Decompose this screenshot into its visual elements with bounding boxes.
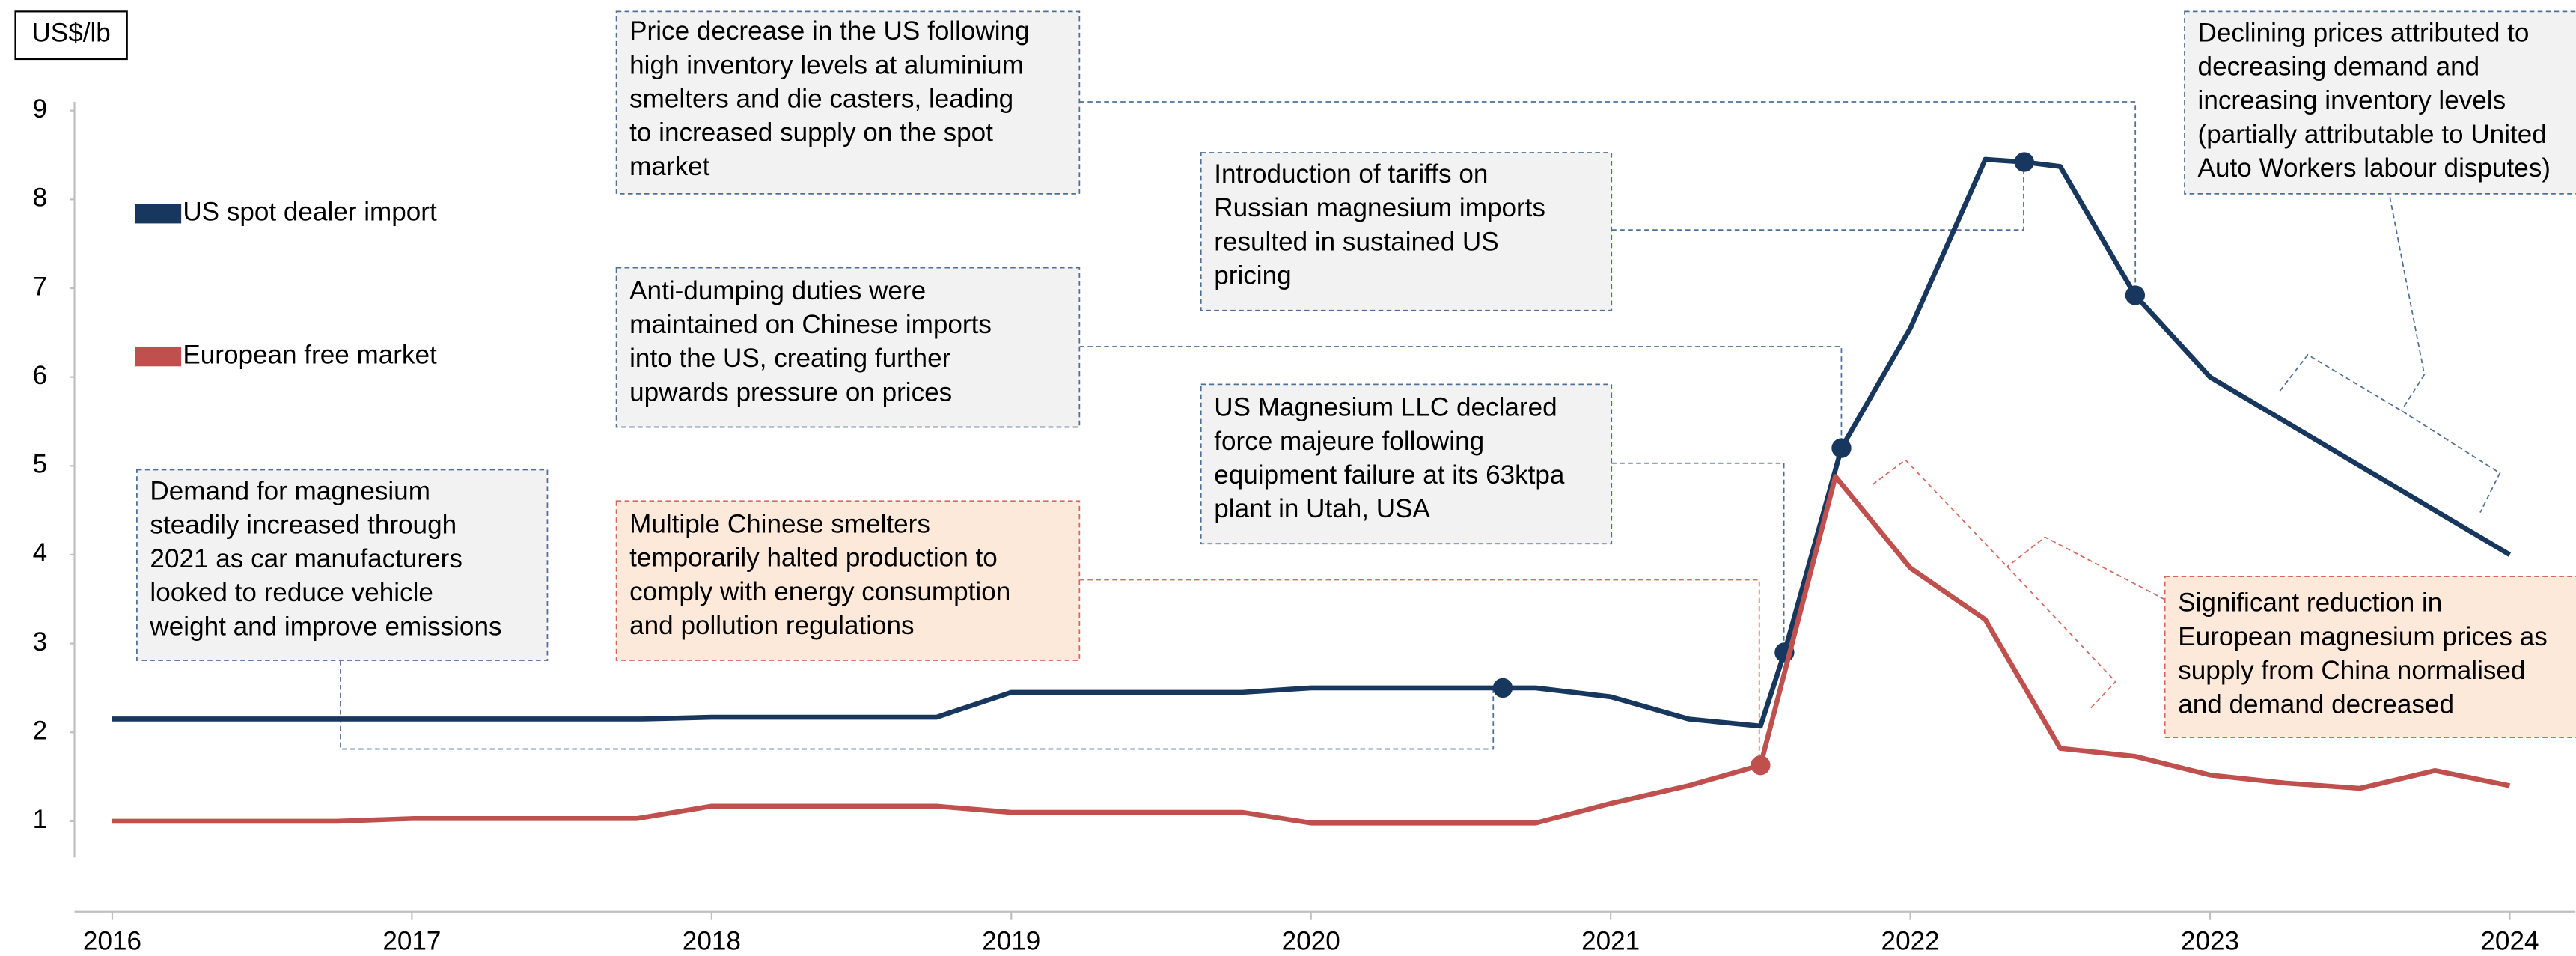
annotation-text: comply with energy consumption (629, 577, 1010, 606)
annotation-text: decreasing demand and (2198, 52, 2480, 82)
x-tick-label: 2016 (83, 927, 141, 956)
annotation-text: US Magnesium LLC declared (1214, 393, 1557, 422)
annotation-box (2184, 10, 2576, 195)
annotation-text: weight and improve emissions (149, 612, 501, 641)
annotation-text: (partially attributable to United (2198, 120, 2547, 149)
data-marker (1831, 438, 1852, 458)
y-tick-label: 3 (33, 627, 48, 657)
annotation-text: Declining prices attributed to (2198, 18, 2530, 47)
data-marker (1492, 678, 1513, 698)
annotation-text: Anti-dumping duties were (629, 276, 926, 305)
connector (1611, 462, 1785, 653)
connector (1079, 101, 2137, 296)
legend-label: US spot dealer import (183, 198, 437, 227)
annotation-text: Introduction of tariffs on (1214, 159, 1488, 189)
annotation-box (615, 267, 1081, 428)
y-tick-label: 1 (33, 805, 48, 834)
annotation-box (1200, 152, 1613, 311)
connector (340, 660, 1495, 750)
y-tick-label: 9 (33, 94, 48, 124)
series-line (112, 474, 2511, 826)
connector (2279, 197, 2501, 513)
x-tick-label: 2020 (1282, 927, 1340, 956)
x-tick-label: 2018 (683, 927, 741, 956)
data-marker (1751, 755, 1771, 776)
annotation-box (136, 469, 549, 661)
series-line (112, 156, 2512, 729)
x-tick-label: 2017 (382, 927, 441, 956)
annotation-text: supply from China normalised (2178, 656, 2525, 685)
annotation-text: equipment failure at its 63ktpa (1214, 460, 1565, 490)
y-tick-label: 2 (33, 716, 48, 746)
annotation-text: Significant reduction in (2178, 588, 2442, 618)
y-tick-label: 8 (33, 183, 48, 213)
annotation-text: to increased supply on the spot (629, 118, 993, 147)
x-tick-label: 2022 (1881, 927, 1940, 956)
annotation-box (615, 10, 1081, 195)
y-tick-label: 4 (33, 538, 48, 567)
annotation-text: resulted in sustained US (1214, 227, 1498, 256)
annotation-text: Multiple Chinese smelters (629, 509, 930, 538)
annotation-text: into the US, creating further (629, 344, 950, 373)
annotation-text: Auto Workers labour disputes) (2198, 153, 2551, 183)
annotation-text: and demand decreased (2178, 689, 2454, 719)
annotation-text: market (629, 152, 710, 181)
annotation-text: steadily increased through (150, 511, 457, 540)
y-tick-label: 5 (33, 450, 48, 479)
annotation-text: and pollution regulations (629, 611, 914, 640)
annotation-text: maintained on Chinese imports (629, 310, 992, 339)
annotation-text: temporarily halted production to (629, 544, 998, 573)
annotation-text: Demand for magnesium (150, 477, 430, 506)
x-tick-label: 2019 (982, 927, 1040, 956)
annotation-text: European magnesium prices as (2178, 622, 2548, 651)
legend-label: European free market (183, 340, 437, 369)
annotation-text: increasing inventory levels (2198, 86, 2506, 115)
connector (1611, 161, 2024, 231)
annotation-text: force majeure following (1214, 427, 1484, 456)
annotation-text: looked to reduce vehicle (150, 578, 433, 607)
connector (1872, 459, 2166, 710)
annotation-box (1200, 383, 1613, 545)
x-tick-label: 2021 (1581, 927, 1640, 956)
x-tick-label: 2023 (2181, 927, 2239, 956)
annotation-text: upwards pressure on prices (629, 377, 952, 407)
annotation-text: high inventory levels at aluminium (629, 50, 1024, 79)
y-tick-label: 7 (33, 272, 48, 301)
connector (1079, 579, 1760, 764)
unit-label: US$/lb (31, 18, 110, 47)
legend-swatch (135, 346, 182, 367)
annotation-text: plant in Utah, USA (1214, 494, 1430, 523)
legend-swatch (135, 204, 182, 224)
annotation-text: 2021 as car manufacturers (150, 544, 462, 573)
data-marker (2014, 152, 2034, 172)
annotation-text: pricing (1214, 261, 1291, 290)
x-tick-label: 2024 (2480, 927, 2539, 956)
annotation-text: Russian magnesium imports (1214, 193, 1545, 222)
annotation-box (2164, 576, 2576, 739)
unit-box (14, 10, 128, 61)
annotation-text: Price decrease in the US following (629, 16, 1029, 46)
annotation-text: smelters and die casters, leading (629, 85, 1013, 114)
data-marker (2125, 285, 2146, 305)
y-tick-label: 6 (33, 361, 48, 390)
annotation-box (615, 500, 1081, 661)
